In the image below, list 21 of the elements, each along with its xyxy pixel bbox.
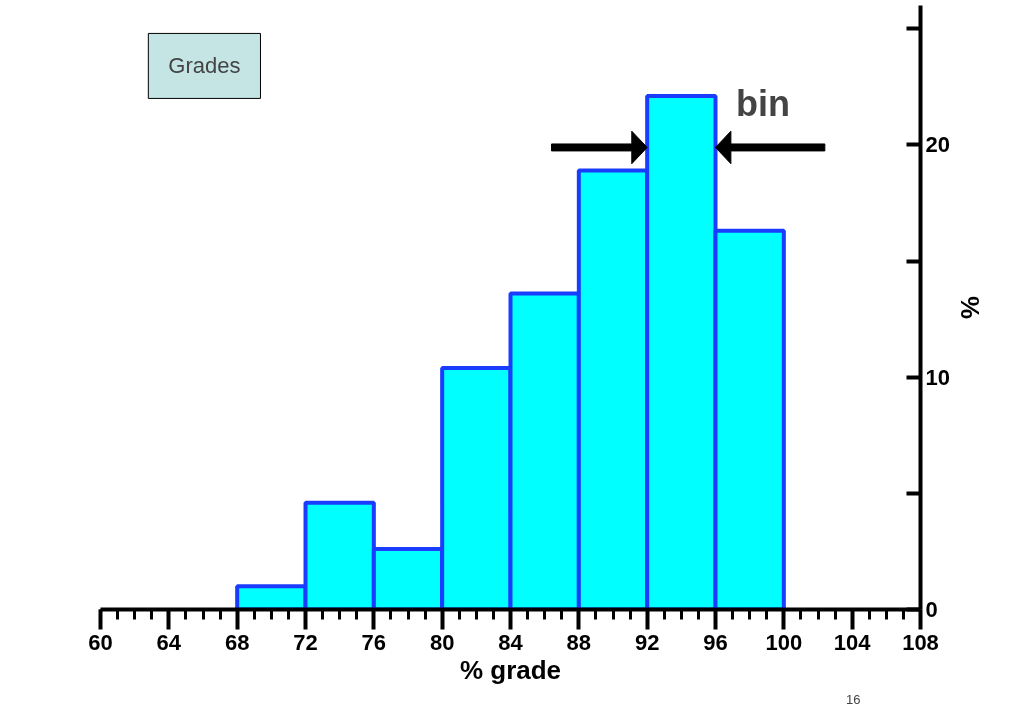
text: Grades	[168, 53, 241, 79]
x-tick-label: 76	[361, 629, 387, 655]
text: 16	[846, 691, 861, 707]
y-tick-label: 20	[925, 132, 950, 158]
x-tick-label: 100	[765, 629, 803, 655]
x-tick-label: 96	[703, 629, 728, 655]
x-tick-label: 104	[833, 629, 872, 655]
y-tick-label: 0	[925, 597, 938, 622]
x-tick-label: 72	[293, 629, 318, 655]
x-tick-label: 80	[429, 629, 455, 655]
x-tick-label: 92	[634, 629, 660, 655]
x-tick-label: 84	[498, 629, 524, 655]
x-tick-label: 108	[902, 629, 939, 655]
x-tick-label: 60	[88, 629, 113, 655]
annotation: bin	[736, 83, 790, 125]
x-tick-label: 64	[156, 629, 182, 655]
y-tick-label: 10	[925, 364, 950, 390]
y-axis-title: %	[954, 295, 985, 320]
x-tick-label: 88	[566, 629, 592, 655]
x-axis-title: % grade	[459, 654, 562, 685]
x-tick-label: 68	[224, 629, 250, 655]
